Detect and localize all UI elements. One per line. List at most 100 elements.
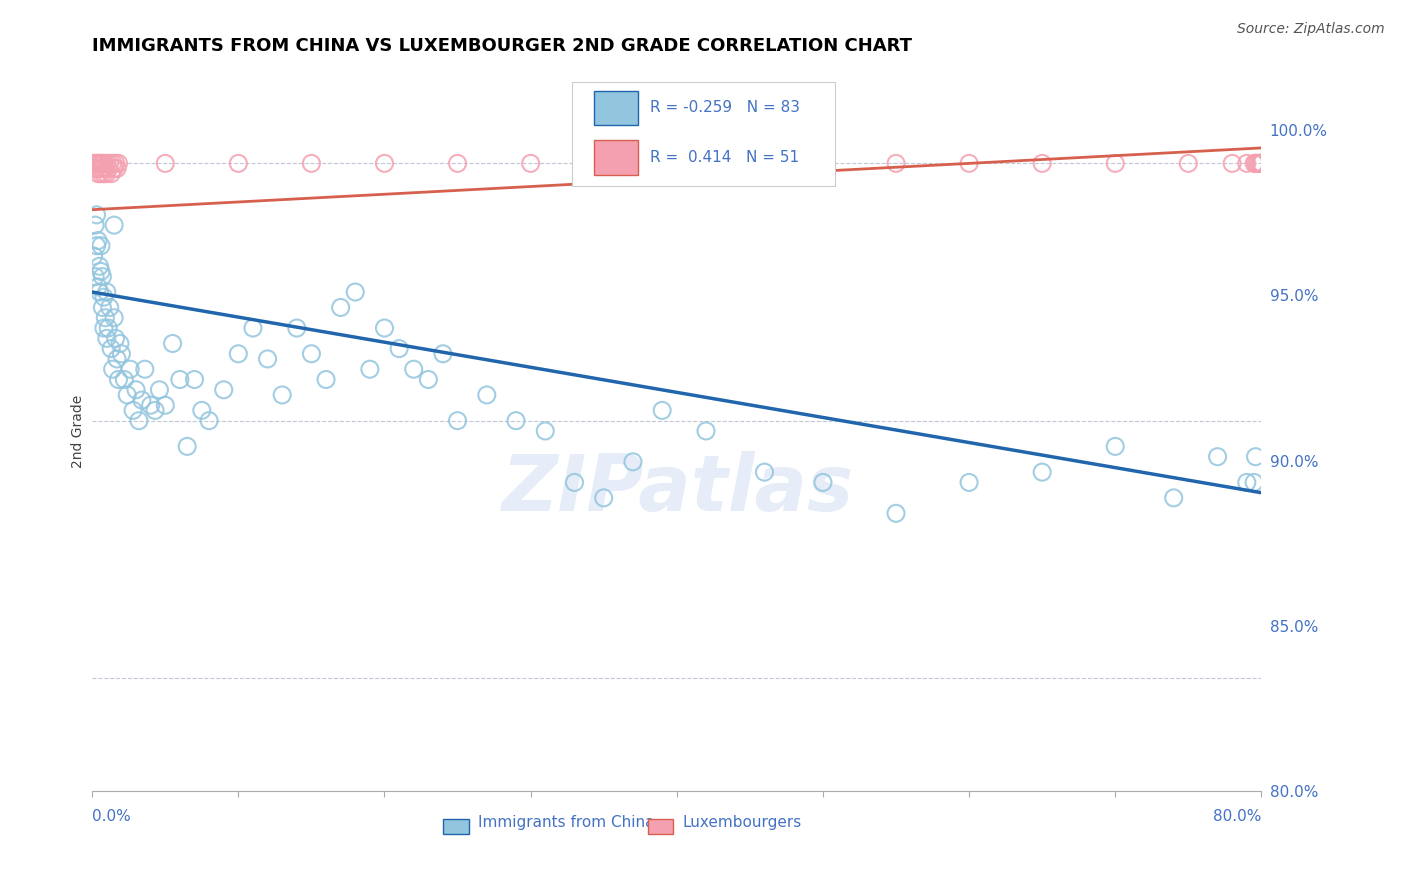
Point bbox=[329, 301, 352, 315]
Point bbox=[96, 331, 118, 345]
Point bbox=[91, 156, 114, 170]
Point bbox=[122, 403, 145, 417]
Point bbox=[83, 249, 105, 263]
Point bbox=[84, 218, 107, 232]
Point bbox=[811, 156, 834, 170]
Point bbox=[117, 388, 139, 402]
Point bbox=[98, 301, 121, 315]
Point bbox=[191, 403, 214, 417]
Point bbox=[93, 290, 115, 304]
Point bbox=[101, 156, 124, 170]
Point bbox=[155, 398, 177, 412]
Point bbox=[1244, 156, 1267, 170]
Point bbox=[1243, 156, 1265, 170]
Point bbox=[505, 414, 527, 428]
Point bbox=[432, 347, 454, 361]
FancyBboxPatch shape bbox=[648, 819, 673, 834]
Point bbox=[139, 398, 162, 412]
Point bbox=[1104, 156, 1126, 170]
Point bbox=[90, 156, 112, 170]
Point bbox=[86, 208, 108, 222]
Point bbox=[446, 414, 468, 428]
Point bbox=[1236, 156, 1258, 170]
Point bbox=[84, 161, 107, 176]
Point bbox=[957, 475, 980, 490]
Point bbox=[90, 167, 112, 181]
Point bbox=[373, 156, 395, 170]
Text: Source: ZipAtlas.com: Source: ZipAtlas.com bbox=[1237, 22, 1385, 37]
Point bbox=[90, 238, 112, 252]
Point bbox=[1244, 450, 1267, 464]
Point bbox=[97, 321, 120, 335]
Point bbox=[1206, 450, 1229, 464]
Point bbox=[162, 336, 184, 351]
Point bbox=[373, 321, 395, 335]
Point bbox=[1250, 156, 1272, 170]
Point bbox=[315, 372, 337, 386]
Point bbox=[299, 156, 322, 170]
Point bbox=[1250, 156, 1272, 170]
Point bbox=[665, 156, 688, 170]
Point bbox=[96, 156, 118, 170]
Point bbox=[1246, 156, 1268, 170]
Point bbox=[359, 362, 381, 376]
Point bbox=[519, 156, 541, 170]
Point bbox=[621, 455, 644, 469]
Point bbox=[107, 156, 129, 170]
Point bbox=[105, 161, 128, 176]
Point bbox=[1163, 491, 1185, 505]
Point bbox=[169, 372, 191, 386]
Point bbox=[695, 424, 717, 438]
Point bbox=[100, 167, 122, 181]
Text: 80.0%: 80.0% bbox=[1213, 809, 1261, 824]
Point bbox=[651, 403, 673, 417]
Point bbox=[83, 156, 105, 170]
Point bbox=[104, 331, 127, 345]
Point bbox=[754, 465, 776, 479]
Point bbox=[228, 156, 250, 170]
Point bbox=[90, 264, 112, 278]
Point bbox=[103, 218, 125, 232]
Point bbox=[1104, 439, 1126, 453]
Point bbox=[103, 310, 125, 325]
Point bbox=[125, 383, 148, 397]
Point bbox=[1031, 156, 1053, 170]
Point bbox=[1031, 465, 1053, 479]
Point bbox=[592, 156, 614, 170]
Point bbox=[957, 156, 980, 170]
Point bbox=[1220, 156, 1243, 170]
Point bbox=[564, 475, 586, 490]
Text: Luxembourgers: Luxembourgers bbox=[683, 815, 801, 830]
Point bbox=[120, 362, 142, 376]
Point bbox=[86, 238, 108, 252]
Point bbox=[256, 351, 278, 366]
Point bbox=[811, 475, 834, 490]
Point bbox=[183, 372, 205, 386]
Point bbox=[103, 161, 125, 176]
Point bbox=[128, 414, 150, 428]
Point bbox=[475, 388, 498, 402]
Point bbox=[1249, 156, 1271, 170]
Point bbox=[89, 285, 111, 299]
Point bbox=[418, 372, 440, 386]
Point bbox=[388, 342, 411, 356]
Point bbox=[198, 414, 221, 428]
Point bbox=[91, 269, 114, 284]
Point bbox=[1177, 156, 1199, 170]
Point bbox=[155, 156, 177, 170]
Point bbox=[402, 362, 425, 376]
Point bbox=[87, 280, 110, 294]
Point bbox=[104, 156, 127, 170]
Point bbox=[884, 506, 907, 520]
Point bbox=[148, 383, 170, 397]
Point bbox=[107, 372, 129, 386]
Point bbox=[592, 491, 614, 505]
Point bbox=[87, 156, 110, 170]
FancyBboxPatch shape bbox=[593, 91, 638, 125]
Point bbox=[884, 156, 907, 170]
Point bbox=[89, 161, 111, 176]
Point bbox=[1243, 475, 1265, 490]
Point bbox=[299, 347, 322, 361]
Point bbox=[97, 161, 120, 176]
FancyBboxPatch shape bbox=[593, 140, 638, 175]
